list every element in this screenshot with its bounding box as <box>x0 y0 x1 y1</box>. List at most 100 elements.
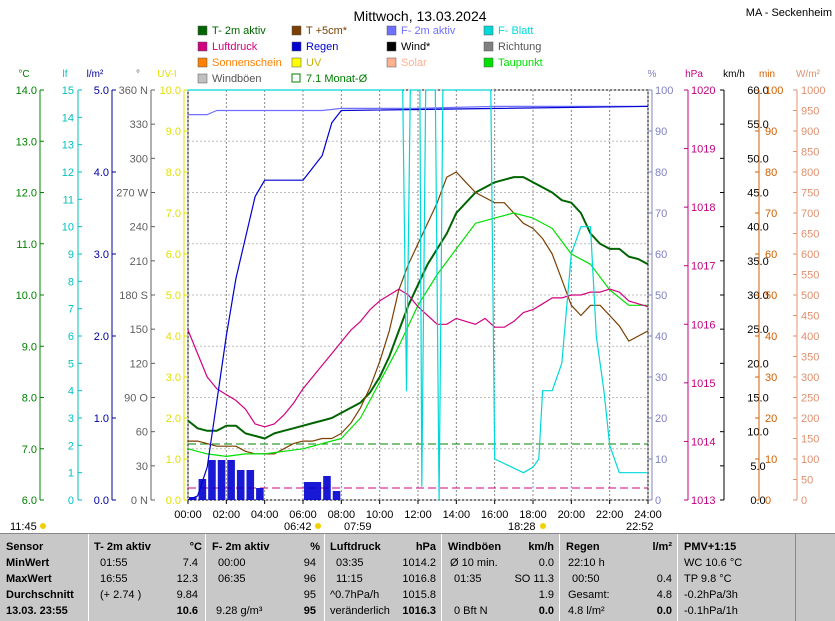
stats-label-current: 13.03. 23:55 <box>6 605 68 617</box>
x-tick-label: 06:00 <box>289 509 317 521</box>
rain-axis-tick-label: 0.0 <box>94 495 109 507</box>
sun-events: 11:45 06:42 07:59 18:28 22:52 <box>10 521 654 533</box>
temp-unit: °C <box>189 541 202 553</box>
uv-axis-tick-label: 8.0 <box>166 167 181 179</box>
press-axis-tick-label: 1017 <box>691 261 715 273</box>
pmv-row-4: -0.1hPa/1h <box>684 605 738 617</box>
legend-swatch <box>197 25 208 36</box>
temp-axis-tick-label: 10.0 <box>16 290 37 302</box>
min-axis-tick-label: 0 <box>765 495 771 507</box>
temp-min-time: 01:55 <box>100 557 128 569</box>
x-tick-label: 22:00 <box>596 509 624 521</box>
sunset-time: 18:28 <box>508 521 536 533</box>
leaf-axis-tick-label: 9 <box>68 249 74 261</box>
solar-axis-tick-label: 650 <box>801 229 819 241</box>
solar-axis-tick-label: 350 <box>801 352 819 364</box>
event-left-time: 11:45 <box>10 521 37 533</box>
min-axis-tick-label: 100 <box>765 85 783 97</box>
press-title: Luftdruck <box>330 541 381 553</box>
min-axis-tick-label: 40 <box>765 331 777 343</box>
stats-label-max: MaxWert <box>6 573 52 585</box>
rain-axis-tick-label: 1.0 <box>94 413 109 425</box>
uv-axis-tick-label: 3.0 <box>166 372 181 384</box>
uv-axis-tick-label: 10.0 <box>160 85 181 97</box>
moonset-time: 22:52 <box>626 521 654 533</box>
rain-bar <box>227 460 235 500</box>
weather-chart: Mittwoch, 13.03.2024 MA - Seckenheim T- … <box>10 7 832 533</box>
leaf-axis-tick-label: 13 <box>62 140 74 152</box>
pmv-title: PMV+1:15 <box>684 541 737 553</box>
solar-axis-tick-label: 150 <box>801 434 819 446</box>
temp-axis-tick-label: 14.0 <box>16 85 37 97</box>
dir-axis-tick-label: 150 <box>130 324 148 336</box>
x-tick-label: 00:00 <box>174 509 202 521</box>
leaf-axis-tick-label: 5 <box>68 358 74 370</box>
uv-axis-unit: UV-I <box>157 69 176 80</box>
temp-axis-tick-label: 8.0 <box>22 393 37 405</box>
x-tick-label: 20:00 <box>558 509 586 521</box>
press-axis-tick-label: 1016 <box>691 319 715 331</box>
solar-axis-tick-label: 250 <box>801 393 819 405</box>
press-current-val: 1016.3 <box>402 605 436 617</box>
legend-swatch <box>483 57 494 68</box>
temp-axis-unit: °C <box>18 69 29 80</box>
solar-axis-tick-label: 200 <box>801 413 819 425</box>
x-tick-label: 08:00 <box>328 509 356 521</box>
min-axis-tick-label: 30 <box>765 372 777 384</box>
legend-swatch <box>483 41 494 52</box>
leaf-axis-unit: lf <box>63 69 68 80</box>
solar-axis-tick-label: 700 <box>801 208 819 220</box>
press-trend: ^0.7hPa/h <box>330 589 380 601</box>
wind-title: Windböen <box>448 541 502 553</box>
hum-abs: 9.28 g/m³ <box>216 605 263 617</box>
dir-axis-tick-label: 180 S <box>119 290 148 302</box>
x-axis: 00:00 02:00 04:00 06:00 08:00 10:00 12:00 14:00… <box>174 500 662 521</box>
wind-axis-tick-label: 25.0 <box>747 324 768 336</box>
stats-label-sensor: Sensor <box>6 541 44 553</box>
legend-label: Windböen <box>212 73 262 85</box>
series-line <box>187 176 649 440</box>
solar-axis-tick-label: 500 <box>801 290 819 302</box>
rain-axis-unit: l/m² <box>87 69 104 80</box>
solar-axis-tick-label: 950 <box>801 106 819 118</box>
legend-swatch <box>291 25 302 36</box>
data-series <box>187 89 649 501</box>
wind-axis-unit: km/h <box>723 69 745 80</box>
leaf-axis-tick-label: 12 <box>62 167 74 179</box>
uv-axis-tick-label: 9.0 <box>166 126 181 138</box>
wind-axis-tick-label: 55.0 <box>747 119 768 131</box>
solar-axis-tick-label: 100 <box>801 454 819 466</box>
legend-label: Regen <box>306 41 338 53</box>
dir-axis-tick-label: 60 <box>136 427 148 439</box>
rain-bars <box>189 460 341 500</box>
x-tick-label: 24:00 <box>634 509 662 521</box>
dir-axis-tick-label: 330 <box>130 119 148 131</box>
wind-axis-tick-label: 30.0 <box>747 290 768 302</box>
leaf-axis-tick-label: 15 <box>62 85 74 97</box>
wind-axis-tick-label: 35.0 <box>747 256 768 268</box>
min-axis-tick-label: 60 <box>765 249 777 261</box>
series-line <box>188 105 648 116</box>
hum-axis-tick-label: 30 <box>655 372 667 384</box>
sunset-icon <box>540 523 546 529</box>
press-axis-tick-label: 1013 <box>691 495 715 507</box>
legend-label: Richtung <box>498 41 541 53</box>
x-tick-label: 04:00 <box>251 509 279 521</box>
temp-avg-note: (+ 2.74 ) <box>100 589 142 601</box>
temp-title: T- 2m aktiv <box>94 541 151 553</box>
solar-axis-tick-label: 450 <box>801 311 819 323</box>
hum-axis-tick-label: 80 <box>655 167 667 179</box>
solar-axis-tick-label: 0 <box>801 495 807 507</box>
press-max-val: 1016.8 <box>402 573 436 585</box>
hum-min-time: 00:00 <box>218 557 246 569</box>
x-tick-label: 16:00 <box>481 509 509 521</box>
legend-swatch <box>197 57 208 68</box>
press-axis-tick-label: 1018 <box>691 202 715 214</box>
leaf-axis-tick-label: 3 <box>68 413 74 425</box>
wind-mean-val: 1.9 <box>538 589 554 601</box>
rain-bar <box>236 470 245 500</box>
rain-bar <box>208 460 216 500</box>
temp-axis-tick-label: 9.0 <box>22 341 37 353</box>
min-axis-tick-label: 80 <box>765 167 777 179</box>
x-tick-label: 12:00 <box>404 509 432 521</box>
